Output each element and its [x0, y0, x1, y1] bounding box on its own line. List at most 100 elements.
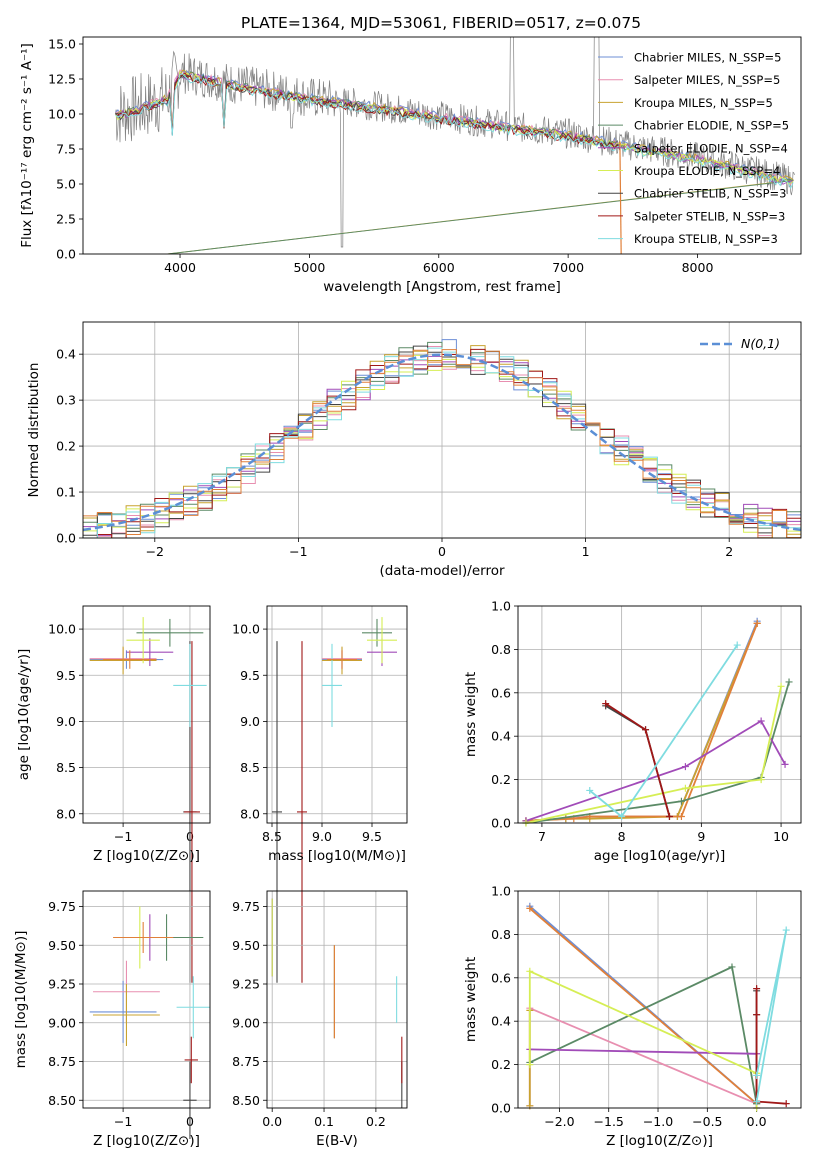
spectrum-ytick-label: 15.0: [48, 37, 76, 52]
spectrum-xtick-label: 6000: [423, 260, 455, 275]
mass-weight-vs-age-series-line: [525, 623, 759, 822]
spectrum-model-line: [115, 74, 621, 151]
mass-weight-vs-Z-point-marker: [526, 904, 534, 912]
mass-vs-Z-ylabel: mass [log10(M/M⊙)]: [13, 931, 29, 1069]
age-vs-mass-xlabel: mass [log10(M/M⊙)]: [268, 848, 406, 864]
mass-vs-Z-xtick-label: −1: [114, 1114, 132, 1129]
mass-weight-vs-Z-ytick-label: 1.0: [491, 884, 511, 899]
spectrum-legend-label: Salpeter STELIB, N_SSP=3: [634, 209, 785, 223]
spectrum-ylabel: Flux [fλ10⁻¹⁷ erg cm⁻² s⁻¹ A⁻¹]: [19, 43, 35, 248]
mass-weight-vs-Z-ytick-label: 0.8: [491, 927, 511, 942]
mass-vs-EBV-ytick-label: 9.00: [232, 1015, 260, 1030]
mass-weight-vs-Z-frame: [517, 890, 802, 1109]
residual-histogram-ylabel: Normed distribution: [26, 363, 42, 498]
age-vs-Z-ytick-label: 8.0: [56, 806, 76, 821]
spectrum-xtick-label: 5000: [293, 260, 325, 275]
residual-histogram-frame: [82, 321, 802, 539]
mass-weight-vs-age-xtick-label: 9: [697, 829, 705, 844]
mass-weight-vs-age-point-marker: [781, 760, 789, 768]
spectrum-legend-label: Kroupa MILES, N_SSP=5: [634, 96, 773, 110]
mass-weight-vs-Z-point-marker: [782, 1100, 790, 1108]
age-vs-Z-xtick-label: −1: [114, 829, 132, 844]
mass-weight-vs-age-point-marker: [757, 717, 765, 725]
spectrum-orange-drop: [619, 141, 622, 254]
mass-weight-vs-age-series-line: [525, 623, 759, 822]
mass-vs-EBV-ytick-label: 8.50: [232, 1093, 260, 1108]
mass-weight-vs-Z-point-marker: [753, 1071, 761, 1079]
mass-weight-vs-Z-xtick-label: −1.0: [643, 1114, 673, 1129]
mass-vs-EBV-xlabel: E(B-V): [316, 1133, 358, 1149]
mass-weight-vs-Z-ylabel: mass weight: [463, 957, 479, 1042]
mass-vs-EBV-frame: [266, 890, 408, 1109]
spectrum-frame: [82, 36, 802, 255]
spectrum-legend-label: Salpeter MILES, N_SSP=5: [634, 73, 780, 87]
residual-histogram-gaussian-curve: [82, 353, 802, 532]
mass-weight-vs-age-point-marker: [586, 786, 594, 794]
mass-vs-EBV-ytick-label: 9.25: [232, 977, 260, 992]
age-vs-Z-frame: [82, 605, 211, 824]
mass-weight-vs-age-ytick-label: 0.0: [491, 816, 511, 831]
spectrum-ytick-label: 2.5: [56, 212, 76, 227]
mass-weight-vs-Z-xtick-label: −1.5: [594, 1114, 624, 1129]
mass-weight-vs-age-point-marker: [618, 812, 626, 820]
mass-vs-Z-ytick-label: 9.50: [48, 938, 76, 953]
mass-weight-vs-age-ytick-label: 0.6: [491, 685, 511, 700]
age-vs-mass-xtick-label: 9.0: [312, 829, 332, 844]
residual-histogram-xtick-label: −1: [289, 544, 307, 559]
mass-weight-vs-age-point-marker: [602, 700, 610, 708]
mass-vs-EBV-xtick-label: 0.2: [366, 1114, 386, 1129]
mass-vs-Z-xlabel: Z [log10(Z/Z⊙)]: [93, 1133, 200, 1149]
spectrum-ytick-label: 7.5: [56, 142, 76, 157]
mass-weight-vs-Z-series-line: [529, 907, 758, 1105]
mass-weight-vs-age-series-line: [525, 620, 759, 822]
mass-weight-vs-age-ytick-label: 0.8: [491, 642, 511, 657]
mass-weight-vs-age-point-marker: [677, 812, 685, 820]
mass-weight-vs-Z-series-line: [755, 988, 787, 1105]
spectrum-legend-label: Salpeter ELODIE, N_SSP=4: [634, 141, 788, 155]
age-vs-mass-ytick-label: 8.5: [240, 760, 260, 775]
spectrum-legend-label: Chabrier ELODIE, N_SSP=5: [634, 119, 789, 133]
mass-weight-vs-age-point-marker: [681, 784, 689, 792]
residual-histogram-xtick-label: 0: [438, 544, 446, 559]
mass-weight-vs-age-xtick-label: 10: [773, 829, 789, 844]
age-vs-Z-ytick-label: 9.5: [56, 668, 76, 683]
mass-weight-vs-Z-ytick-label: 0.4: [491, 1014, 511, 1029]
mass-weight-vs-age-point-marker: [665, 812, 673, 820]
spectrum-ytick-label: 12.5: [48, 72, 76, 87]
figure-title: PLATE=1364, MJD=53061, FIBERID=0517, z=0…: [241, 14, 641, 32]
mass-vs-Z-ytick-label: 9.00: [48, 1015, 76, 1030]
residual-histogram-xtick-label: −2: [146, 544, 164, 559]
spectrum-xlabel: wavelength [Angstrom, rest frame]: [323, 279, 561, 295]
spectrum-xtick-label: 4000: [164, 260, 196, 275]
age-vs-Z-xlabel: Z [log10(Z/Z⊙)]: [93, 848, 200, 864]
age-vs-mass-xtick-label: 8.5: [262, 829, 282, 844]
mass-weight-vs-age-frame: [517, 605, 802, 824]
spectrum-legend-label: Chabrier MILES, N_SSP=5: [634, 51, 781, 65]
mass-weight-vs-age-ytick-label: 0.2: [491, 772, 511, 787]
spectrum-legend-label: Kroupa STELIB, N_SSP=3: [634, 232, 778, 246]
mass-weight-vs-age-point-marker: [733, 641, 741, 649]
residual-histogram-ytick-label: 0.4: [56, 347, 76, 362]
age-vs-mass-frame: [266, 605, 408, 824]
spectrum-series-group: [114, 37, 795, 254]
mass-weight-vs-Z-point-marker: [782, 926, 790, 934]
mass-vs-EBV-xtick-label: 0.1: [314, 1114, 334, 1129]
mass-weight-vs-age-point-marker: [777, 682, 785, 690]
mass-vs-EBV-xtick-label: 0.0: [262, 1114, 282, 1129]
mass-weight-vs-Z-xtick-label: −0.5: [692, 1114, 722, 1129]
mass-weight-vs-age-point-marker: [785, 678, 793, 686]
spectrum-legend-label: Kroupa ELODIE, N_SSP=4: [634, 164, 780, 178]
mass-weight-vs-Z-point-marker: [753, 1011, 761, 1019]
age-vs-Z-ytick-label: 9.0: [56, 714, 76, 729]
mass-weight-vs-age-ytick-label: 1.0: [491, 599, 511, 614]
residual-histogram-ytick-label: 0.0: [56, 531, 76, 546]
residual-histogram-xtick-label: 2: [725, 544, 733, 559]
mass-vs-Z-ytick-label: 9.75: [48, 899, 76, 914]
residual-histogram-ytick-label: 0.2: [56, 439, 76, 454]
age-vs-Z-ylabel: age [log10(age/yr)]: [16, 649, 32, 781]
residual-histogram-xtick-label: 1: [582, 544, 590, 559]
mass-weight-vs-Z-point-marker: [753, 985, 761, 993]
mass-weight-vs-age-point-marker: [642, 726, 650, 734]
mass-weight-vs-Z-point-marker: [728, 963, 736, 971]
mass-weight-vs-age-xtick-label: 8: [618, 829, 626, 844]
